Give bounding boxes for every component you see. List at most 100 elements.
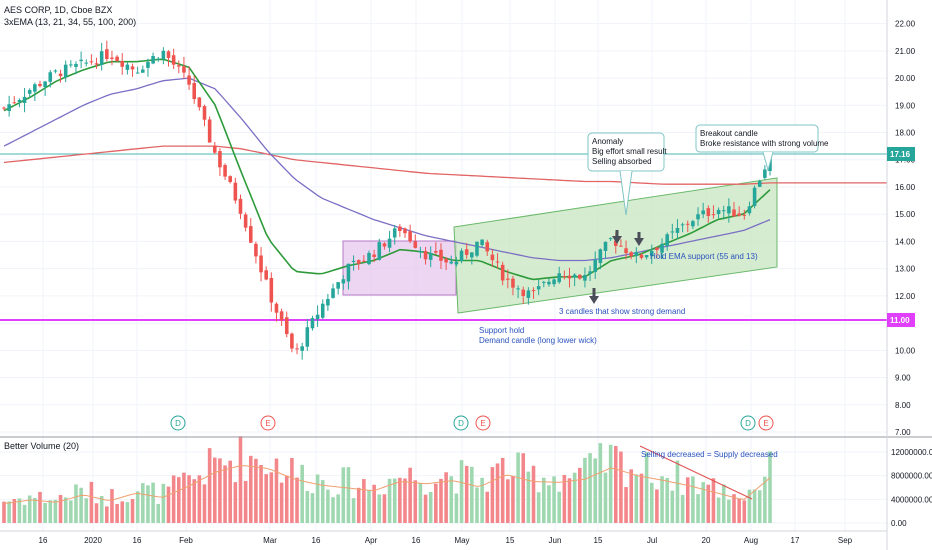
- candle-body: [212, 145, 217, 153]
- candle-body: [22, 96, 27, 103]
- event-marker-label: E: [480, 419, 485, 428]
- candle-body: [27, 90, 32, 94]
- volume-bar: [269, 472, 274, 523]
- volume-bar: [526, 471, 531, 523]
- ema-support-note: Hold EMA support (55 and 13): [650, 252, 758, 261]
- candle-body: [110, 57, 114, 59]
- volume-bar: [17, 498, 22, 523]
- volume-bar: [58, 494, 63, 523]
- candle-body: [655, 247, 659, 251]
- event-marker-label: D: [175, 419, 181, 428]
- price-tick-label: 14.00: [895, 237, 916, 246]
- volume-bar: [2, 501, 6, 523]
- volume-bar: [305, 490, 310, 523]
- candle-body: [63, 64, 68, 78]
- price-tick-label: 18.00: [895, 129, 916, 138]
- candle-body: [341, 279, 346, 284]
- volume-bar: [94, 503, 99, 523]
- volume-bar: [151, 482, 155, 523]
- candle-body: [464, 249, 469, 255]
- candle-body: [161, 50, 166, 60]
- candle-body: [356, 260, 361, 264]
- candle-body: [434, 250, 438, 253]
- volume-bar: [454, 493, 459, 523]
- candle-body: [320, 303, 325, 318]
- volume-bar: [768, 451, 772, 523]
- volume-bar: [603, 472, 608, 523]
- volume-bar: [485, 491, 490, 523]
- support-hold-line-2: Demand candle (long lower wick): [479, 336, 597, 345]
- candle-body: [495, 261, 500, 263]
- candle-body: [115, 56, 119, 62]
- candle-body: [413, 241, 418, 248]
- volume-bar: [562, 474, 567, 523]
- candle-body: [48, 72, 53, 82]
- volume-bar: [295, 477, 299, 523]
- candle-body: [583, 275, 587, 281]
- volume-bar: [423, 494, 428, 523]
- candle-body: [218, 151, 222, 168]
- earnings-marker[interactable]: [260, 415, 276, 431]
- earnings-marker[interactable]: [758, 415, 774, 431]
- candle-body: [300, 346, 304, 351]
- candle-body: [197, 97, 202, 108]
- candle-body: [691, 221, 695, 227]
- volume-bar: [372, 484, 376, 523]
- volume-bar: [660, 476, 664, 523]
- candle-body: [706, 208, 711, 217]
- candle-body: [675, 227, 680, 233]
- candle-body: [290, 333, 294, 349]
- candle-body: [721, 210, 726, 212]
- candle-body: [284, 317, 289, 335]
- candle-body: [130, 66, 135, 70]
- candle-body: [69, 64, 73, 66]
- earnings-marker[interactable]: [475, 415, 491, 431]
- volume-bar: [130, 499, 135, 523]
- candle-body: [557, 273, 562, 283]
- breakout-callout[interactable]: [695, 124, 819, 153]
- volume-bar: [89, 481, 94, 523]
- volume-bar: [464, 465, 469, 523]
- volume-trend-line[interactable]: [639, 445, 753, 500]
- volume-bar: [197, 475, 202, 523]
- candle-body: [449, 261, 454, 264]
- volume-bar: [356, 487, 361, 523]
- time-tick-label: Jul: [647, 536, 657, 545]
- dividend-marker[interactable]: [453, 415, 469, 431]
- event-marker-label: D: [745, 419, 751, 428]
- volume-bar: [428, 492, 433, 523]
- candle-body: [79, 59, 83, 62]
- volume-bar: [63, 497, 68, 523]
- volume-bar: [408, 467, 412, 523]
- volume-bar: [362, 479, 366, 523]
- candle-body: [629, 252, 633, 257]
- time-tick-label: 17: [791, 536, 800, 545]
- volume-bar: [141, 483, 145, 523]
- volume-bar: [248, 455, 253, 523]
- price-tick-label: 7.00: [895, 428, 911, 437]
- arrow-down-icon: [634, 238, 644, 246]
- candle-body: [403, 228, 407, 234]
- volume-bar: [377, 494, 382, 523]
- time-tick-label: May: [454, 536, 469, 545]
- breakout-line-2: Broke resistance with strong volume: [700, 139, 829, 148]
- candle-body: [182, 66, 186, 73]
- dividend-marker[interactable]: [170, 415, 186, 431]
- volume-bar: [320, 480, 325, 523]
- volume-bar: [439, 478, 443, 523]
- candle-body: [387, 238, 392, 248]
- volume-bar: [665, 477, 669, 523]
- volume-bar: [105, 506, 109, 523]
- candle-body: [732, 209, 736, 217]
- volume-bar: [459, 460, 464, 523]
- volume-bar: [490, 467, 495, 523]
- price-tick-label: 22.00: [895, 20, 916, 29]
- volume-bar: [125, 502, 130, 523]
- candle-body: [649, 250, 654, 256]
- dividend-marker[interactable]: [740, 415, 756, 431]
- current-price-tag: [887, 147, 915, 161]
- candle-body: [146, 61, 150, 68]
- anomaly-line-2: Big effort small result: [592, 147, 667, 156]
- volume-bar: [12, 499, 17, 523]
